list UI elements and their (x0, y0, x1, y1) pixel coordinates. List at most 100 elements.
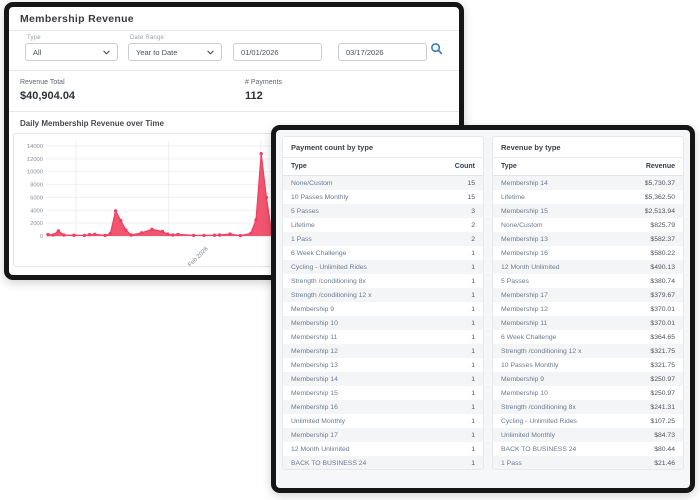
type-link[interactable]: Membership 16 (291, 403, 338, 411)
search-button[interactable] (428, 42, 444, 58)
type-link[interactable]: Membership 11 (501, 319, 548, 327)
table-row: Membership 9 1 (283, 302, 483, 316)
type-link[interactable]: BACK TO BUSINESS 24 (291, 459, 367, 467)
value-cell: 1 (471, 375, 475, 383)
table-row: Membership 14 1 (283, 372, 483, 386)
value-cell: 1 (471, 403, 475, 411)
column-type: Type (501, 163, 517, 170)
type-link[interactable]: Membership 15 (291, 389, 338, 397)
type-link[interactable]: 10 Passes Monthly (501, 361, 559, 369)
type-link[interactable]: Membership 13 (291, 361, 338, 369)
type-link[interactable]: Membership 11 (291, 333, 338, 341)
type-link[interactable]: 6 Week Challenge (501, 333, 557, 341)
table-row: Membership 10 1 (283, 316, 483, 330)
type-link[interactable]: Unlimited Monthly (291, 417, 346, 425)
payments-label: # Payments (245, 79, 282, 86)
table-row: 6 Week Challenge 1 (283, 246, 483, 260)
type-link[interactable]: Unlimited Monthly (501, 431, 556, 439)
table-row: 6 Week Challenge $364.65 (493, 330, 683, 344)
type-label: Type (27, 35, 41, 41)
table-row: Lifetime $5,362.50 (493, 190, 683, 204)
table-row: Strength /conditioning 8x 1 (283, 274, 483, 288)
type-link[interactable]: Membership 13 (501, 235, 548, 243)
value-cell: $2,513.94 (644, 207, 675, 215)
type-link[interactable]: Cycling - Unlimited Rides (291, 263, 367, 271)
type-link[interactable]: 1 Pass (291, 235, 312, 243)
type-field: Type All (25, 35, 118, 61)
svg-text:8000: 8000 (30, 183, 43, 189)
table-row: Strength /conditioning 12 x $321.75 (493, 344, 683, 358)
start-date-input[interactable] (233, 43, 322, 61)
type-link[interactable]: Strength /conditioning 12 x (291, 291, 372, 299)
type-link[interactable]: Cycling - Unlimited Rides (501, 417, 577, 425)
type-link[interactable]: None/Custom (291, 179, 333, 187)
type-link[interactable]: Membership 10 (291, 319, 338, 327)
type-link[interactable]: None/Custom (501, 221, 543, 229)
value-cell: 2 (471, 235, 475, 243)
value-cell: 1 (471, 263, 475, 271)
value-cell: 3 (471, 207, 475, 215)
type-link[interactable]: Membership 15 (501, 207, 548, 215)
value-cell: $380.74 (650, 277, 675, 285)
svg-text:14000: 14000 (27, 144, 43, 150)
date-range-select[interactable]: Year to Date (128, 43, 222, 61)
value-cell: $5,362.50 (644, 193, 675, 201)
table-row: Cycling - Unlimited Rides $107.25 (493, 414, 683, 428)
value-cell: $370.01 (650, 319, 675, 327)
type-link[interactable]: 12 Month Unlimited (501, 263, 560, 271)
type-link[interactable]: Strength /conditioning 12 x (501, 347, 582, 355)
type-link[interactable]: Membership 12 (291, 347, 338, 355)
table-row: Membership 16 $580.22 (493, 246, 683, 260)
table-row: 10 Passes Monthly $321.75 (493, 358, 683, 372)
end-date-input[interactable] (338, 43, 427, 61)
type-link[interactable]: Membership 16 (501, 249, 548, 257)
value-cell: $21.46 (654, 459, 675, 467)
search-icon (430, 42, 443, 58)
revenue-total-metric: Revenue Total $40,904.04 (20, 79, 245, 102)
type-link[interactable]: 5 Passes (501, 277, 529, 285)
type-link[interactable]: Membership 12 (501, 305, 548, 313)
column-count: Count (454, 163, 475, 170)
chevron-down-icon (207, 49, 214, 56)
type-link[interactable]: Membership 9 (501, 375, 545, 383)
type-link[interactable]: Membership 17 (291, 431, 338, 439)
chart-section-title: Daily Membership Revenue over Time (20, 119, 164, 128)
table-row: Membership 15 $2,513.94 (493, 204, 683, 218)
svg-text:0: 0 (40, 234, 43, 240)
type-link[interactable]: Membership 9 (291, 305, 335, 313)
table-row: Membership 12 $370.01 (493, 302, 683, 316)
type-link[interactable]: Membership 14 (291, 375, 338, 383)
table-row: 12 Month Unlimited $490.13 (493, 260, 683, 274)
type-link[interactable]: 6 Week Challenge (291, 249, 347, 257)
value-cell: $370.01 (650, 305, 675, 313)
type-link[interactable]: Lifetime (501, 193, 525, 201)
value-cell: $321.75 (650, 361, 675, 369)
type-select[interactable]: All (25, 43, 118, 61)
value-cell: 1 (471, 431, 475, 439)
date-range-field: Date Range Year to Date (128, 35, 222, 61)
breakdown-window: Payment count by type Type Count None/Cu… (271, 125, 695, 493)
type-link[interactable]: Lifetime (291, 221, 315, 229)
type-link[interactable]: Membership 14 (501, 179, 548, 187)
type-link[interactable]: 1 Pass (501, 459, 522, 467)
table-row: Cycling - Unlimited Rides 1 (283, 260, 483, 274)
value-cell: $5,730.37 (644, 179, 675, 187)
value-cell: 1 (471, 333, 475, 341)
type-link[interactable]: 10 Passes Monthly (291, 193, 349, 201)
svg-text:6000: 6000 (30, 195, 43, 201)
type-link[interactable]: Strength /conditioning 8x (291, 277, 366, 285)
revenue-total-value: $40,904.04 (20, 90, 76, 102)
type-link[interactable]: BACK TO BUSINESS 24 (501, 445, 577, 453)
type-link[interactable]: Strength /conditioning 8x (501, 403, 576, 411)
value-cell: 15 (467, 193, 475, 201)
table-row: 1 Pass $21.46 (493, 456, 683, 469)
payments-metric: # Payments 112 (245, 79, 282, 102)
type-link[interactable]: Membership 17 (501, 291, 548, 299)
value-cell: 2 (471, 221, 475, 229)
type-link[interactable]: 5 Passes (291, 207, 319, 215)
type-link[interactable]: 12 Month Unlimited (291, 445, 350, 453)
value-cell: $80.44 (654, 445, 675, 453)
svg-text:4000: 4000 (30, 208, 43, 214)
type-link[interactable]: Membership 10 (501, 389, 548, 397)
value-cell: $364.65 (650, 333, 675, 341)
